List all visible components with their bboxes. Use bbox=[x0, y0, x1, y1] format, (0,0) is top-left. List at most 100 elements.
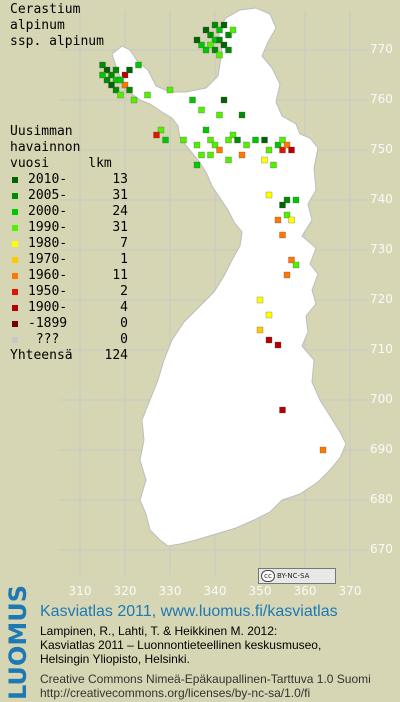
observation-marker bbox=[279, 146, 286, 154]
legend-row: 2010- 13 bbox=[10, 172, 128, 188]
observation-marker bbox=[198, 106, 205, 114]
footer-ref-2: Kasviatlas 2011 – Luonnontieteellinen ke… bbox=[40, 638, 322, 652]
observation-marker bbox=[279, 201, 286, 209]
observation-marker bbox=[261, 156, 268, 164]
observation-marker bbox=[103, 66, 111, 74]
observation-marker bbox=[216, 26, 223, 34]
legend-label: 1960- bbox=[28, 268, 68, 283]
observation-marker bbox=[121, 81, 129, 89]
observation-marker bbox=[207, 31, 214, 39]
y-tick-label: 760 bbox=[370, 92, 393, 106]
legend-label: 1970- bbox=[28, 252, 68, 267]
legend-label: ??? bbox=[28, 332, 60, 347]
observation-marker bbox=[202, 126, 210, 134]
observation-marker bbox=[229, 131, 237, 139]
observation-marker bbox=[193, 36, 201, 44]
legend-label: 1900- bbox=[28, 300, 68, 315]
cc-license-badge[interactable]: cc BY-NC-SA bbox=[258, 568, 336, 584]
footer-ref-1: Lampinen, R., Lahti, T. & Heikkinen M. 2… bbox=[40, 624, 278, 638]
legend-label: 1980- bbox=[28, 236, 68, 251]
legend-count: 7 bbox=[120, 236, 128, 251]
legend-swatch bbox=[12, 321, 18, 327]
observation-marker bbox=[99, 71, 106, 79]
y-tick-label: 730 bbox=[370, 242, 393, 256]
observation-marker bbox=[112, 66, 120, 74]
legend-swatch bbox=[12, 209, 18, 215]
x-tick-label: 360 bbox=[293, 584, 317, 598]
observation-marker bbox=[283, 196, 291, 204]
legend-swatch bbox=[12, 305, 18, 311]
legend-count: 11 bbox=[112, 268, 128, 283]
observation-marker bbox=[243, 141, 250, 149]
observation-marker bbox=[274, 141, 282, 149]
observation-marker bbox=[198, 151, 205, 159]
legend-total-label: Yhteensä bbox=[10, 348, 73, 363]
observation-marker bbox=[216, 111, 223, 119]
observation-marker bbox=[274, 341, 282, 349]
y-tick-label: 710 bbox=[370, 342, 393, 356]
observation-marker bbox=[108, 81, 115, 89]
observation-marker bbox=[234, 136, 241, 144]
y-tick-label: 680 bbox=[370, 492, 393, 506]
observation-marker bbox=[288, 216, 295, 224]
observation-marker bbox=[216, 146, 223, 154]
observation-marker bbox=[256, 296, 264, 304]
observation-markers bbox=[99, 21, 327, 454]
legend-swatch bbox=[12, 273, 18, 279]
x-tick-label: 370 bbox=[338, 584, 362, 598]
legend-swatch bbox=[12, 193, 18, 199]
observation-marker bbox=[225, 136, 232, 144]
footer bbox=[0, 600, 400, 702]
legend-header-1: Uusimman bbox=[10, 124, 73, 139]
footer-title[interactable]: Kasviatlas 2011, www.luomus.fi/kasviatla… bbox=[40, 603, 338, 620]
observation-marker bbox=[292, 261, 300, 269]
legend-row: 2005- 31 bbox=[10, 188, 128, 204]
observation-marker bbox=[220, 41, 228, 49]
legend-total: Yhteensä 124 bbox=[10, 348, 128, 364]
distribution-map bbox=[60, 7, 368, 575]
y-tick-label: 700 bbox=[370, 392, 393, 406]
legend-row: 1960- 11 bbox=[10, 268, 128, 284]
observation-marker bbox=[193, 141, 201, 149]
y-tick-label: 690 bbox=[370, 442, 393, 456]
observation-marker bbox=[319, 446, 327, 454]
footer-reference: Lampinen, R., Lahti, T. & Heikkinen M. 2… bbox=[40, 624, 321, 666]
legend-label: 1950- bbox=[28, 284, 68, 299]
observation-marker bbox=[211, 141, 219, 149]
observation-marker bbox=[157, 126, 165, 134]
observation-marker bbox=[279, 406, 286, 414]
title-species: alpinum bbox=[10, 18, 65, 33]
observation-marker bbox=[130, 96, 138, 104]
observation-marker bbox=[220, 96, 228, 104]
footer-ref-3: Helsingin Yliopisto, Helsinki. bbox=[40, 652, 190, 666]
observation-marker bbox=[198, 41, 205, 49]
observation-marker bbox=[288, 146, 295, 154]
legend-total-count: 124 bbox=[104, 348, 128, 363]
observation-marker bbox=[216, 36, 223, 44]
observation-marker bbox=[229, 26, 237, 34]
legend-row: 1900- 4 bbox=[10, 300, 128, 316]
observation-marker bbox=[292, 196, 300, 204]
observation-marker bbox=[261, 136, 268, 144]
observation-marker bbox=[103, 76, 111, 84]
title-genus: Cerastium bbox=[10, 2, 81, 17]
legend-swatch bbox=[12, 289, 18, 295]
observation-marker bbox=[202, 46, 210, 54]
observation-marker bbox=[265, 146, 273, 154]
legend-header-3: vuosi lkm bbox=[10, 156, 112, 171]
legend-label: 2010- bbox=[28, 172, 68, 187]
observation-marker bbox=[166, 86, 174, 94]
observation-marker bbox=[126, 86, 133, 94]
footer-license-2[interactable]: http://creativecommons.org/licenses/by-n… bbox=[40, 686, 311, 700]
observation-marker bbox=[189, 96, 196, 104]
observation-marker bbox=[225, 46, 232, 54]
legend-swatch bbox=[12, 177, 18, 183]
legend-swatch bbox=[12, 241, 18, 247]
legend-label: 1990- bbox=[28, 220, 68, 235]
legend-label: -1899 bbox=[28, 316, 68, 331]
title-subspecies: ssp. alpinum bbox=[10, 34, 104, 49]
observation-marker bbox=[270, 161, 277, 169]
x-tick-label: 350 bbox=[248, 584, 272, 598]
observation-marker bbox=[265, 191, 273, 199]
legend-row: 1990- 31 bbox=[10, 220, 128, 236]
